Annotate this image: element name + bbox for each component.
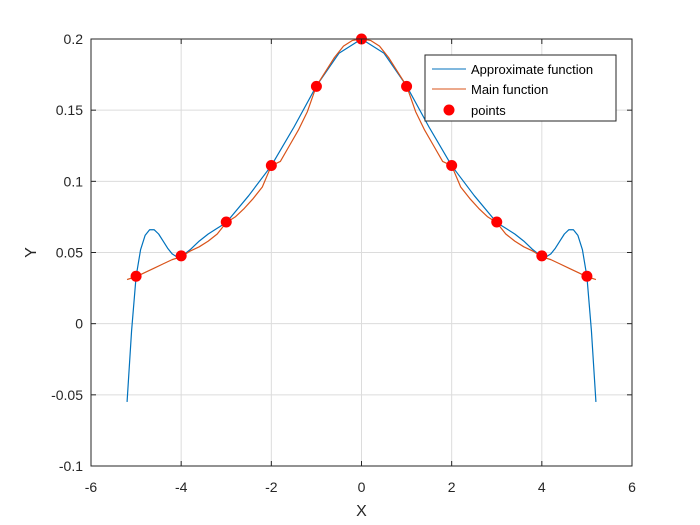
y-tick-label: -0.1 (59, 458, 83, 474)
legend: Approximate function Main function point… (424, 54, 617, 122)
data-point (265, 160, 277, 172)
data-point (310, 80, 322, 92)
y-tick-label: 0.15 (56, 102, 83, 118)
x-tick-label: 0 (358, 479, 366, 495)
y-axis-label: Y (23, 247, 40, 258)
legend-label-points: points (471, 103, 506, 118)
x-axis-label: X (356, 503, 367, 520)
x-tick-label: 4 (538, 479, 546, 495)
legend-box (424, 54, 617, 122)
data-point (401, 80, 413, 92)
tick-labels: -6 -4 -2 0 2 4 6 -0.1 -0.05 0 0.05 0.1 0.15 0.2 (51, 31, 636, 495)
data-point (536, 250, 548, 262)
ticks (90, 38, 633, 467)
data-point (220, 216, 232, 228)
y-tick-label: 0.05 (56, 245, 83, 261)
data-point (130, 270, 142, 282)
data-point (175, 250, 187, 262)
data-point (491, 216, 503, 228)
x-tick-label: -2 (265, 479, 278, 495)
x-tick-label: -4 (175, 479, 188, 495)
y-tick-label: -0.05 (51, 387, 83, 403)
x-tick-label: -6 (85, 479, 98, 495)
x-tick-label: 2 (448, 479, 456, 495)
data-point (581, 270, 593, 282)
legend-swatch-points (443, 104, 455, 116)
y-tick-label: 0.1 (64, 173, 84, 189)
data-point (446, 160, 458, 172)
legend-label-approximate: Approximate function (471, 62, 593, 77)
x-tick-label: 6 (628, 479, 636, 495)
y-tick-label: 0.2 (64, 31, 84, 47)
legend-label-main: Main function (471, 82, 548, 97)
y-tick-label: 0 (75, 316, 83, 332)
